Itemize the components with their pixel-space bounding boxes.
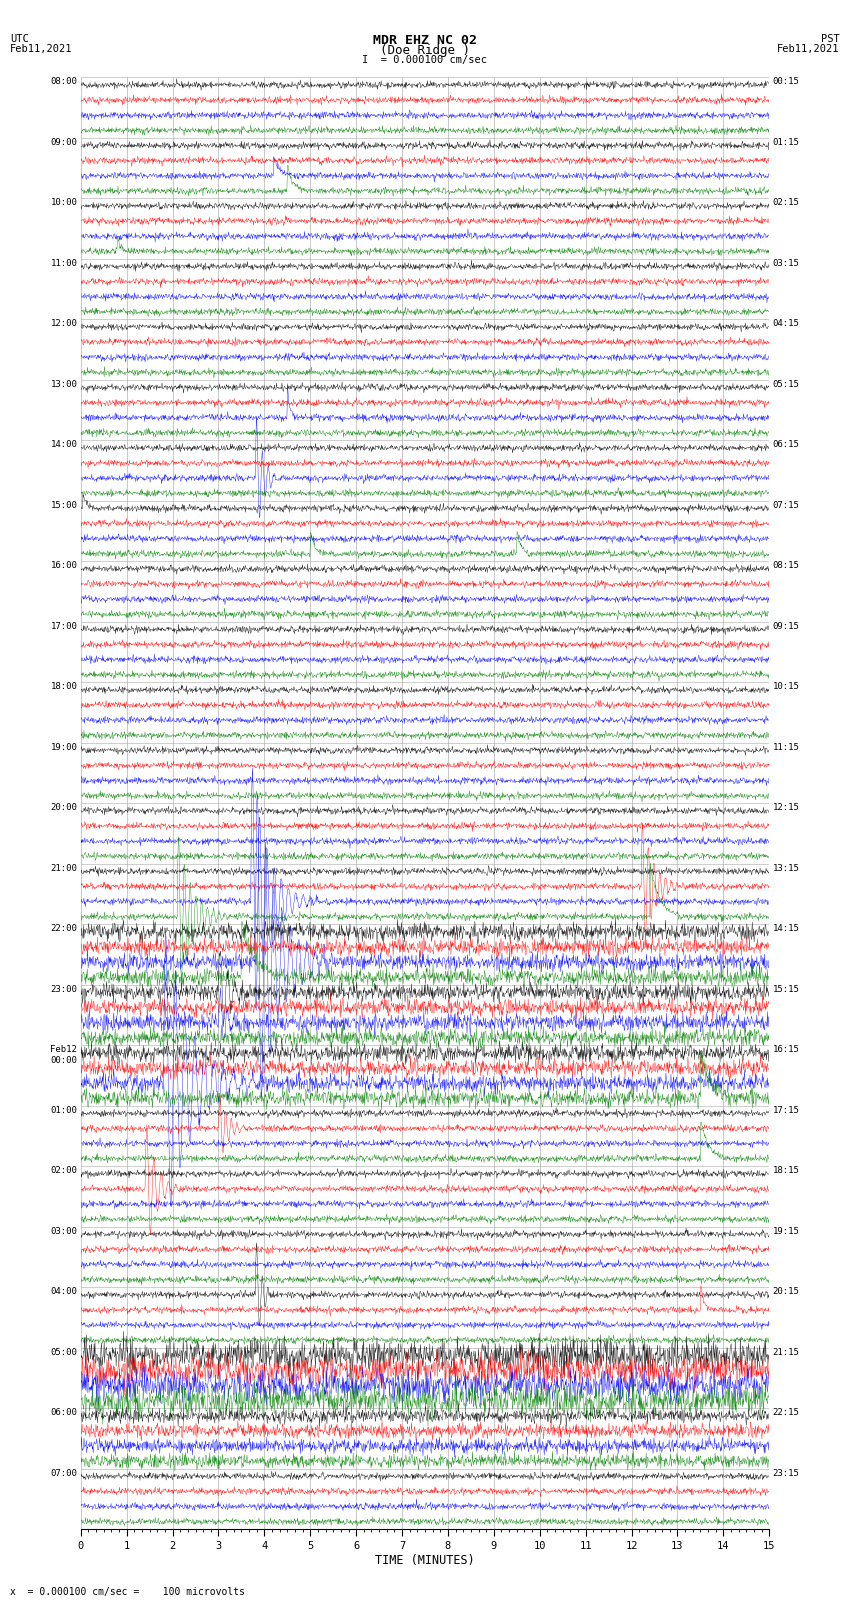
- Text: 22:15: 22:15: [773, 1408, 800, 1418]
- Text: Feb12
00:00: Feb12 00:00: [50, 1045, 77, 1065]
- Text: 18:00: 18:00: [50, 682, 77, 692]
- Text: 12:15: 12:15: [773, 803, 800, 813]
- Text: 14:00: 14:00: [50, 440, 77, 450]
- Text: 11:15: 11:15: [773, 742, 800, 752]
- Text: 01:15: 01:15: [773, 139, 800, 147]
- Text: 08:00: 08:00: [50, 77, 77, 87]
- Text: 02:15: 02:15: [773, 198, 800, 208]
- Text: 09:15: 09:15: [773, 623, 800, 631]
- Text: PST: PST: [821, 34, 840, 44]
- Text: 03:15: 03:15: [773, 260, 800, 268]
- Text: 04:15: 04:15: [773, 319, 800, 329]
- Text: MDR EHZ NC 02: MDR EHZ NC 02: [373, 34, 477, 47]
- Text: 23:00: 23:00: [50, 984, 77, 994]
- Text: 20:00: 20:00: [50, 803, 77, 813]
- Text: (Doe Ridge ): (Doe Ridge ): [380, 44, 470, 56]
- Text: I  = 0.000100 cm/sec: I = 0.000100 cm/sec: [362, 55, 488, 65]
- Text: 20:15: 20:15: [773, 1287, 800, 1297]
- Text: 02:00: 02:00: [50, 1166, 77, 1176]
- Text: 13:15: 13:15: [773, 865, 800, 873]
- Text: 14:15: 14:15: [773, 924, 800, 934]
- Text: 16:15: 16:15: [773, 1045, 800, 1055]
- Text: 10:00: 10:00: [50, 198, 77, 208]
- Text: 21:15: 21:15: [773, 1348, 800, 1357]
- Text: 07:15: 07:15: [773, 500, 800, 510]
- Text: 06:15: 06:15: [773, 440, 800, 450]
- Text: 11:00: 11:00: [50, 260, 77, 268]
- Text: 07:00: 07:00: [50, 1468, 77, 1478]
- Text: 06:00: 06:00: [50, 1408, 77, 1418]
- X-axis label: TIME (MINUTES): TIME (MINUTES): [375, 1553, 475, 1566]
- Text: 17:15: 17:15: [773, 1107, 800, 1115]
- Text: 15:00: 15:00: [50, 500, 77, 510]
- Text: x  = 0.000100 cm/sec =    100 microvolts: x = 0.000100 cm/sec = 100 microvolts: [10, 1587, 245, 1597]
- Text: 12:00: 12:00: [50, 319, 77, 329]
- Text: 03:00: 03:00: [50, 1227, 77, 1236]
- Text: 17:00: 17:00: [50, 623, 77, 631]
- Text: UTC: UTC: [10, 34, 29, 44]
- Text: 19:00: 19:00: [50, 742, 77, 752]
- Text: 10:15: 10:15: [773, 682, 800, 692]
- Text: 16:00: 16:00: [50, 561, 77, 571]
- Text: 22:00: 22:00: [50, 924, 77, 934]
- Text: 21:00: 21:00: [50, 865, 77, 873]
- Text: 04:00: 04:00: [50, 1287, 77, 1297]
- Text: 23:15: 23:15: [773, 1468, 800, 1478]
- Text: 09:00: 09:00: [50, 139, 77, 147]
- Text: 15:15: 15:15: [773, 984, 800, 994]
- Text: 05:15: 05:15: [773, 381, 800, 389]
- Text: 13:00: 13:00: [50, 381, 77, 389]
- Text: 19:15: 19:15: [773, 1227, 800, 1236]
- Text: Feb11,2021: Feb11,2021: [10, 44, 73, 53]
- Text: Feb11,2021: Feb11,2021: [777, 44, 840, 53]
- Text: 08:15: 08:15: [773, 561, 800, 571]
- Text: 18:15: 18:15: [773, 1166, 800, 1176]
- Text: 01:00: 01:00: [50, 1107, 77, 1115]
- Text: 00:15: 00:15: [773, 77, 800, 87]
- Text: 05:00: 05:00: [50, 1348, 77, 1357]
